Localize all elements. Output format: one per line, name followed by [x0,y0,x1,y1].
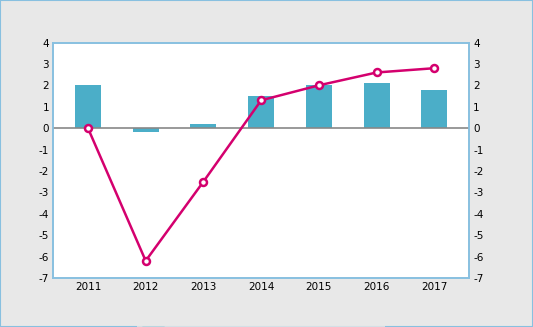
Bar [306,85,332,128]
Bar [75,85,101,128]
Bar [248,96,274,128]
Bar [190,124,216,128]
Bar [133,128,159,132]
Bar [364,83,390,128]
Legend: HDP, Celková stavební produkce: HDP, Celková stavební produkce [138,323,385,327]
Bar [422,90,447,128]
